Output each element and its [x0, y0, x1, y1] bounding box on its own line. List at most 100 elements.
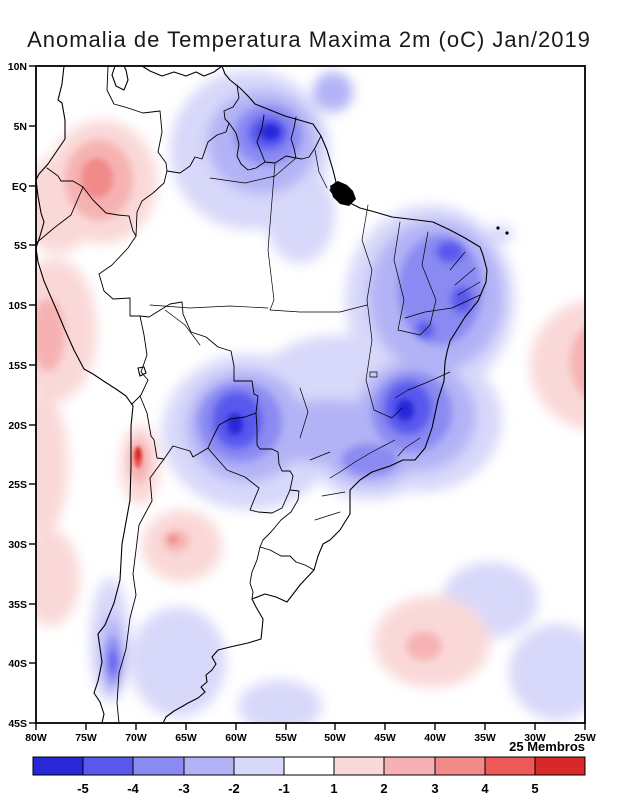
marajo-island	[330, 181, 356, 206]
atlantic-island-dot	[505, 231, 509, 235]
border-brazil-uruguay	[259, 546, 315, 571]
colorbar-tick-label: -1	[278, 781, 290, 796]
state-border-line	[354, 439, 396, 463]
neg-anomaly-blob	[451, 286, 473, 314]
lon-tick-label: 65W	[175, 732, 197, 744]
neg-anomaly-core	[227, 413, 243, 435]
ensemble-members-label: 25 Membros	[509, 739, 585, 754]
state-border-line	[365, 299, 375, 411]
lat-tick-label: 10N	[8, 61, 27, 73]
neg-anomaly-core	[260, 124, 280, 140]
colorbar-segment	[484, 756, 536, 776]
colorbar-tick-label: 2	[380, 781, 387, 796]
border-ecuador-peru	[36, 186, 84, 244]
border-paraguay-argentina	[207, 447, 291, 514]
country-borders	[36, 66, 322, 723]
border-bolivia-argentina	[163, 445, 209, 460]
border-guyana-brazil	[228, 122, 266, 171]
anomaly-layer-extreme	[133, 446, 143, 468]
border-bolivia-brazil	[139, 301, 259, 414]
colorbar-segment	[383, 756, 436, 776]
colorbar-segment	[82, 756, 134, 776]
border-argentina-brazil	[259, 489, 300, 548]
state-border-line	[393, 221, 405, 331]
colorbar-tick-label: -4	[127, 781, 139, 796]
lon-tick-label: 50W	[324, 732, 346, 744]
neg-anomaly-blob	[130, 607, 226, 717]
pos-anomaly-blob	[530, 300, 585, 430]
state-border-line	[267, 162, 276, 311]
pos-anomaly-blob	[36, 299, 65, 371]
state-border-line	[149, 304, 269, 309]
colorbar-segment	[32, 756, 84, 776]
neg-anomaly-blob	[313, 72, 353, 112]
colorbar-segment	[333, 756, 385, 776]
map-frame: 10N 5N EQ 5S 10S 15S 20S 25S 30S 35S 40S…	[8, 61, 596, 744]
lat-tick-label: 35S	[8, 599, 27, 611]
state-border-line	[299, 387, 309, 439]
state-border-line	[397, 437, 421, 457]
border-colombia-venezuela	[106, 66, 168, 172]
colorbar-segment	[434, 756, 486, 776]
state-border-line	[269, 304, 368, 313]
pos-anomaly-core	[168, 535, 178, 543]
state-border-line	[309, 451, 331, 461]
colorbar-tick-label: 4	[481, 781, 489, 796]
colorbar-tick-label: -5	[77, 781, 89, 796]
neg-anomaly-blob	[109, 650, 117, 674]
lon-tick-label: 45W	[374, 732, 396, 744]
lon-tick-label: 75W	[75, 732, 97, 744]
venezuela-coastline	[141, 66, 223, 77]
border-guyana-suriname	[256, 114, 266, 163]
colorbar-tick-label: -3	[178, 781, 190, 796]
state-border-line	[397, 324, 431, 336]
state-border-line	[361, 204, 373, 301]
colorbar-segment	[183, 756, 235, 776]
border-frguiana-brazil	[295, 135, 322, 160]
lat-tick-label: 30S	[8, 539, 27, 551]
pos-anomaly-blob	[36, 530, 80, 626]
colorbar-segment	[283, 756, 335, 776]
lat-tick-label: 45S	[8, 718, 27, 730]
lat-tick-label: 10S	[8, 300, 27, 312]
neg-anomaly-blob	[486, 225, 514, 243]
lon-tick-label: 60W	[225, 732, 247, 744]
neg-anomaly-blob	[398, 235, 482, 345]
pos-anomaly-blob	[36, 393, 68, 537]
latitude-axis: 10N 5N EQ 5S 10S 15S 20S 25S 30S 35S 40S…	[8, 61, 36, 730]
state-border-line	[209, 157, 297, 184]
border-colombia-brazil	[135, 170, 168, 237]
anomaly-layer-strong	[81, 124, 414, 543]
border-suriname-frguiana	[290, 116, 297, 159]
lon-tick-label: 40W	[424, 732, 446, 744]
border-venezuela-guyana	[223, 84, 240, 124]
lat-tick-label: EQ	[12, 181, 27, 193]
lon-tick-label: 80W	[25, 732, 47, 744]
colorbar-tick-label: 1	[330, 781, 337, 796]
state-border-line	[421, 231, 437, 326]
lake-maracaibo	[111, 66, 129, 91]
state-border-line	[373, 407, 403, 419]
lon-tick-label: 70W	[125, 732, 147, 744]
border-colombia-peru	[82, 186, 137, 237]
pos-anomaly-blob	[406, 632, 442, 660]
colorbar-segment	[132, 756, 185, 776]
pacific-coastline	[36, 66, 134, 723]
map-title: Anomalia de Temperatura Maxima 2m (oC) J…	[27, 27, 591, 52]
lat-tick-label: 5S	[14, 240, 27, 252]
atlantic-coastline	[162, 66, 488, 723]
colorbar-tick-label: 5	[531, 781, 538, 796]
colorbar-tick-label: -2	[228, 781, 240, 796]
colorbar-segment	[534, 756, 586, 776]
neg-anomaly-blob	[238, 680, 322, 723]
lat-tick-label: 40S	[8, 658, 27, 670]
border-peru-chile	[131, 395, 141, 405]
colorbar-tick-label: 3	[431, 781, 438, 796]
border-peru-brazil	[98, 235, 141, 317]
state-border-line	[314, 149, 328, 189]
border-venezuela-brazil	[166, 122, 230, 174]
state-border-line	[314, 461, 356, 521]
border-chile-bolivia	[139, 395, 165, 460]
border-bolivia-paraguay	[207, 412, 257, 449]
